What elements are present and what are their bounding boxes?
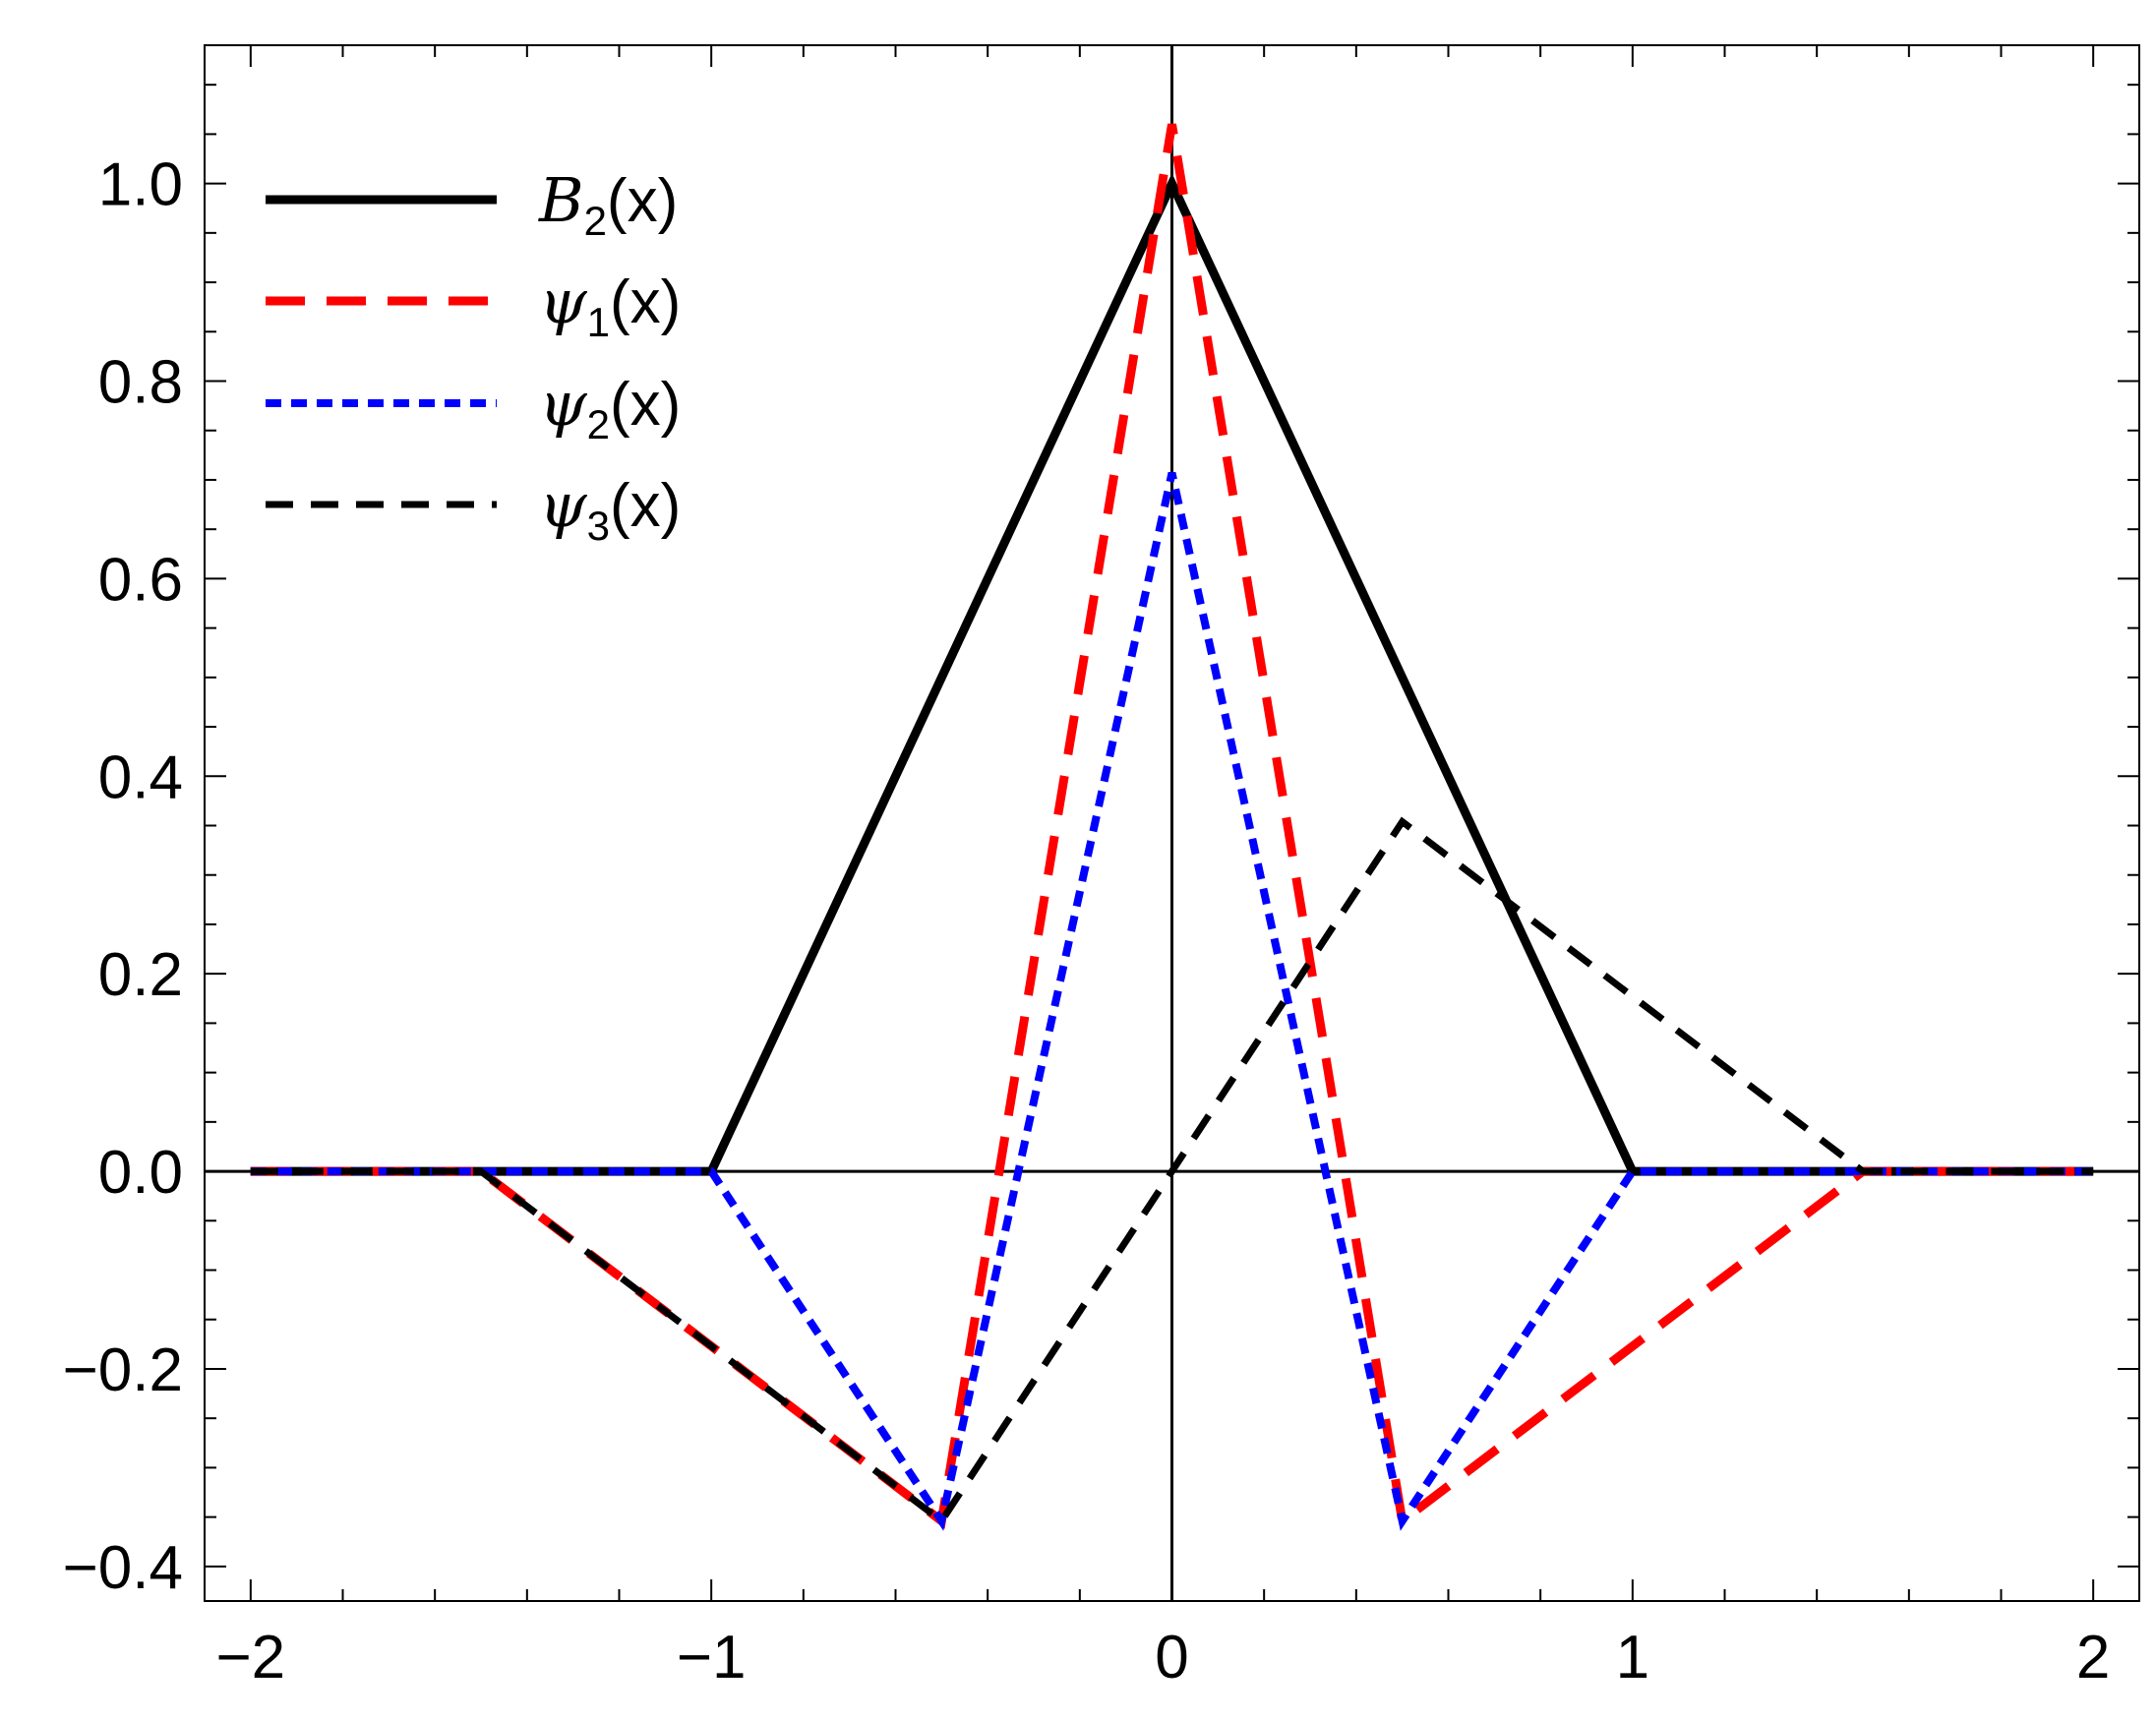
legend-label-2: ψ1(x)	[539, 266, 681, 345]
y-tick-label: −0.4	[63, 1534, 183, 1602]
legend-subscript: 2	[587, 401, 610, 447]
legend-label-1: B2(x)	[538, 164, 678, 244]
y-tick-label: 0.4	[98, 743, 183, 811]
y-tick-label: 0.0	[98, 1139, 183, 1207]
legend-suffix: (x)	[610, 371, 681, 439]
legend-label-4: ψ3(x)	[539, 469, 681, 549]
y-tick-label: 0.6	[98, 546, 183, 614]
x-tick-label: 1	[1616, 1624, 1649, 1691]
legend-symbol: ψ	[539, 266, 588, 337]
y-tick-label: −0.2	[63, 1336, 183, 1404]
y-tick-label: 0.8	[98, 349, 183, 417]
series-line-3	[250, 472, 2094, 1531]
x-tick-label: 0	[1155, 1624, 1188, 1691]
tick-labels: −2 −1 0 1 2 −0.4 −0.2 0.0 0.2 0.4 0.6 0.8 1.0	[63, 151, 2111, 1691]
legend: B2(x)ψ1(x)ψ2(x)ψ3(x)	[266, 164, 681, 549]
series-line-4	[250, 816, 2094, 1526]
legend-symbol: ψ	[539, 469, 588, 541]
legend-symbol: B	[538, 164, 584, 236]
y-tick-label: 0.2	[98, 941, 183, 1009]
x-tick-label: −1	[677, 1624, 747, 1691]
legend-suffix: (x)	[610, 472, 681, 540]
legend-symbol: ψ	[539, 368, 588, 440]
legend-subscript: 3	[587, 503, 610, 549]
tick-marks	[205, 45, 2139, 1601]
legend-subscript: 1	[587, 299, 610, 345]
legend-label-3: ψ2(x)	[539, 368, 681, 447]
x-tick-label: 2	[2076, 1624, 2110, 1691]
series-lines	[250, 123, 2094, 1531]
legend-suffix: (x)	[610, 268, 681, 336]
y-tick-label: 1.0	[98, 151, 183, 219]
legend-suffix: (x)	[607, 167, 678, 235]
x-tick-label: −2	[215, 1624, 285, 1691]
legend-subscript: 2	[584, 198, 607, 244]
